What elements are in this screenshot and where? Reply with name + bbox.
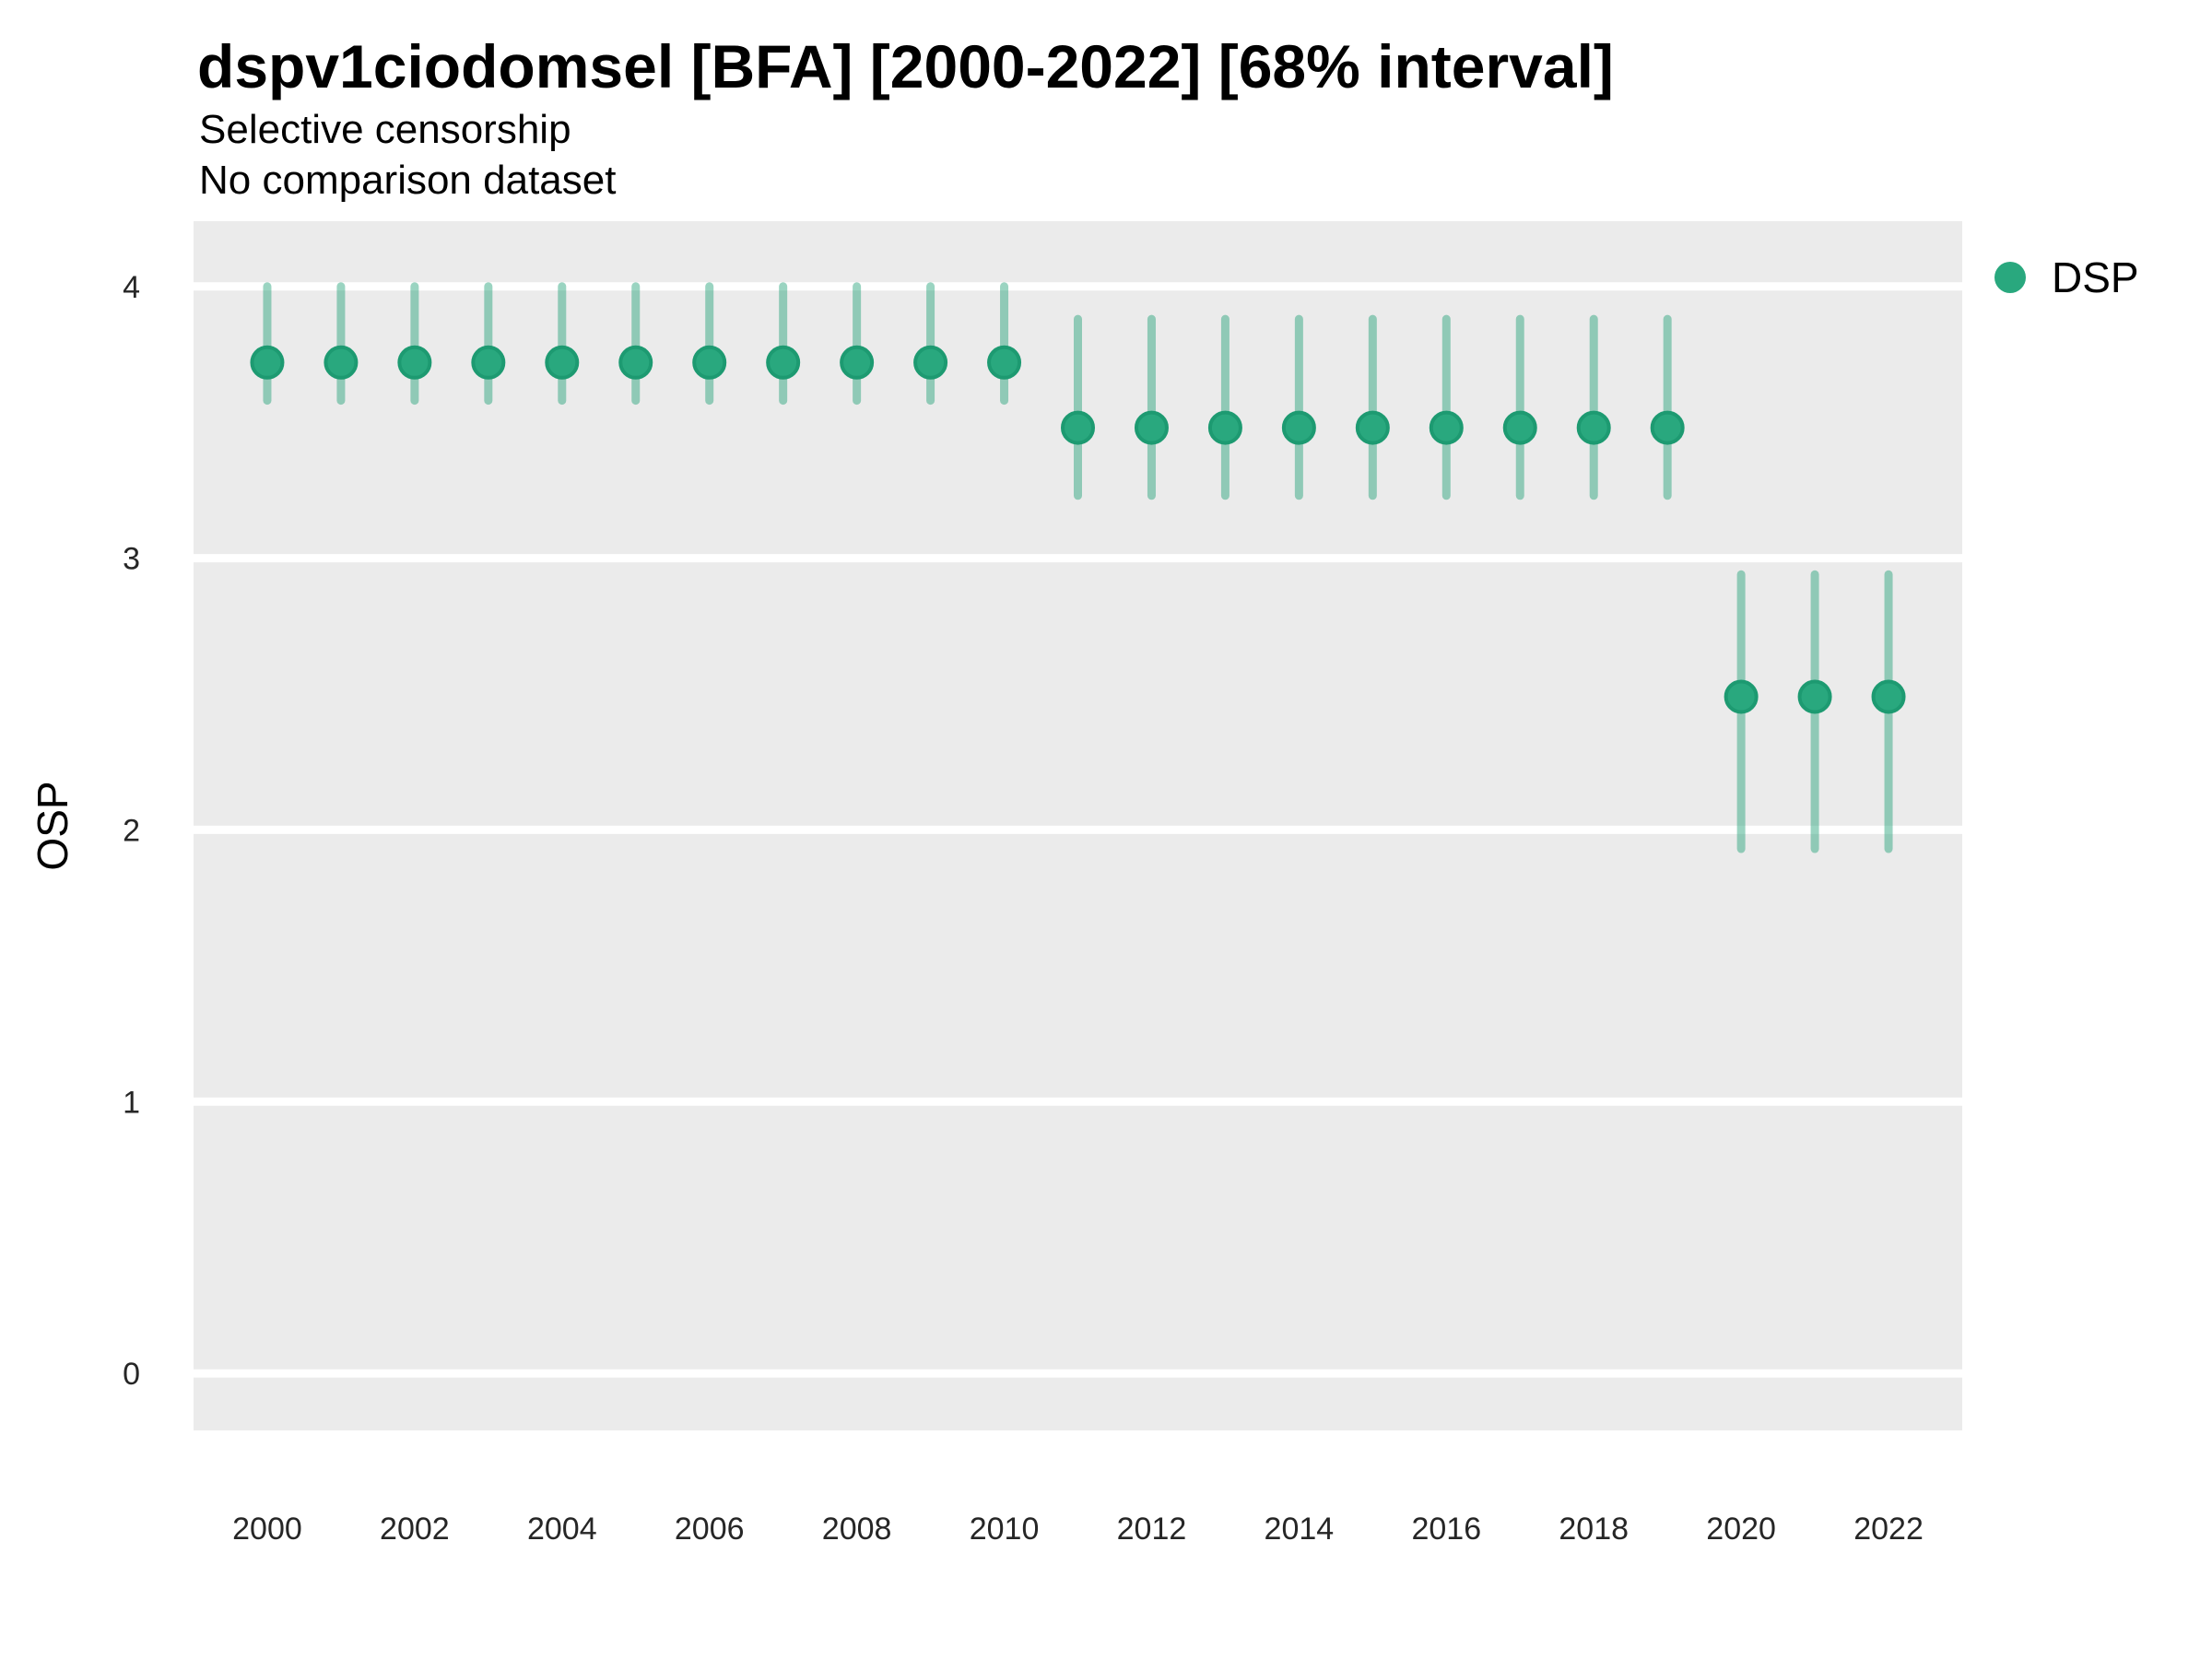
x-tick-label-2022: 2022 <box>1853 1512 1924 1547</box>
y-tick-label-4: 4 <box>123 270 140 305</box>
x-tick-label-2000: 2000 <box>232 1512 302 1547</box>
data-point-2005 <box>618 345 653 380</box>
data-point-2006 <box>692 345 727 380</box>
data-point-2017 <box>1502 410 1537 445</box>
y-tick-label-2: 2 <box>123 813 140 848</box>
data-point-2010 <box>987 345 1022 380</box>
data-point-2001 <box>324 345 359 380</box>
x-tick-label-2008: 2008 <box>822 1512 892 1547</box>
data-point-2018 <box>1576 410 1611 445</box>
y-tick-label-1: 1 <box>123 1085 140 1120</box>
x-tick-label-2020: 2020 <box>1706 1512 1776 1547</box>
data-point-2012 <box>1134 410 1169 445</box>
y-axis-title: OSP <box>29 781 76 871</box>
x-tick-label-2010: 2010 <box>970 1512 1040 1547</box>
data-point-2002 <box>397 345 432 380</box>
x-tick-label-2004: 2004 <box>527 1512 597 1547</box>
x-tick-label-2018: 2018 <box>1559 1512 1629 1547</box>
chart-title: dspv1ciodomsel [BFA] [2000-2022] [68% in… <box>197 32 1614 100</box>
data-point-2020 <box>1724 679 1759 714</box>
data-point-2000 <box>250 345 285 380</box>
data-point-2015 <box>1355 410 1390 445</box>
data-point-2019 <box>1650 410 1685 445</box>
data-point-2003 <box>471 345 506 380</box>
legend: DSP <box>1994 253 2139 302</box>
x-tick-label-2016: 2016 <box>1411 1512 1481 1547</box>
data-point-2008 <box>840 345 875 380</box>
legend-label: DSP <box>2052 253 2139 301</box>
x-tick-label-2014: 2014 <box>1265 1512 1335 1547</box>
chart-subtitle-line2: No comparison dataset <box>199 158 617 203</box>
data-point-2009 <box>913 345 948 380</box>
data-point-2021 <box>1797 679 1832 714</box>
data-point-2022 <box>1871 679 1906 714</box>
data-point-2013 <box>1207 410 1242 445</box>
chart-subtitle-line1: Selective censorship <box>199 107 571 152</box>
legend-point-icon <box>1994 262 2026 293</box>
y-tick-label-3: 3 <box>123 542 140 577</box>
y-tick-label-0: 0 <box>123 1357 140 1392</box>
data-point-2016 <box>1429 410 1464 445</box>
x-tick-label-2002: 2002 <box>380 1512 450 1547</box>
data-point-2007 <box>766 345 801 380</box>
data-point-2011 <box>1061 410 1095 445</box>
data-point-2004 <box>545 345 580 380</box>
x-tick-label-2012: 2012 <box>1117 1512 1187 1547</box>
x-tick-label-2006: 2006 <box>675 1512 745 1547</box>
data-point-2014 <box>1281 410 1316 445</box>
